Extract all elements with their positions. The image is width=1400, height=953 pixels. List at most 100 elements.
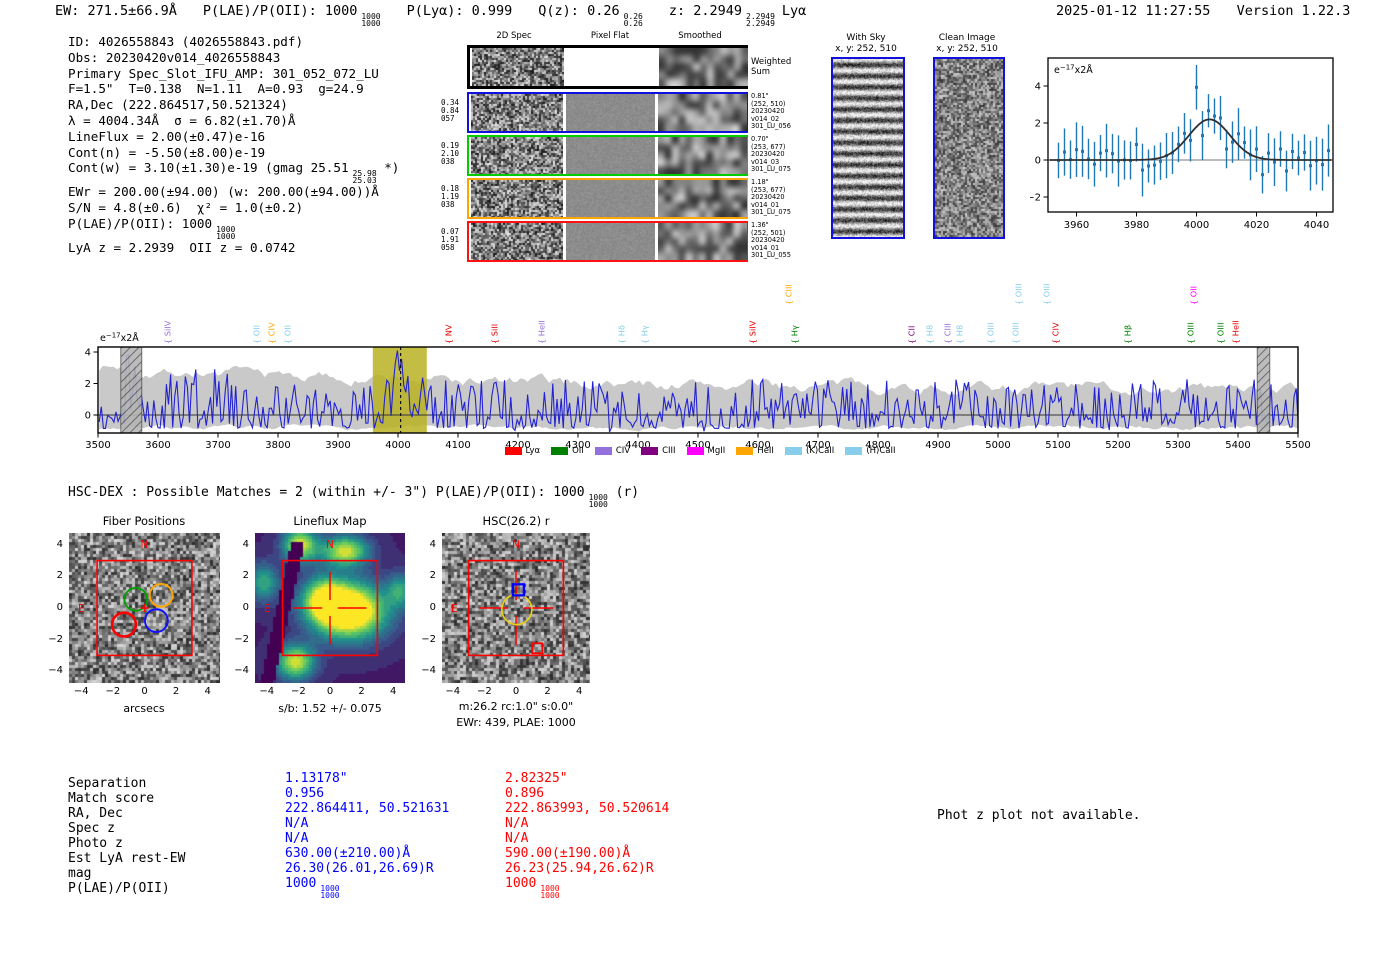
legend-swatch — [504, 447, 522, 455]
cutout-xtick: 4 — [390, 686, 397, 697]
match1-value: 630.00(±210.00)Å — [285, 846, 411, 861]
spec2d-subimage — [472, 48, 564, 86]
spectrum-xtick: 4500 — [685, 440, 710, 451]
match2-value: 1000 1000 1000 — [505, 876, 560, 900]
spectrum-line-label: { OII — [251, 325, 261, 344]
cutout-xtick: 4 — [576, 686, 583, 697]
hscdex-fraction: 1000 1000 — [588, 493, 608, 509]
info-line-8-fraction: 25.98 25.03 — [352, 169, 377, 186]
cutout-xtick: −2 — [105, 686, 121, 697]
legend-label: Lyα — [525, 446, 541, 456]
spec2d-row-left-labels: 0.34 0.84 057 — [441, 98, 460, 123]
cutout-xtick: 2 — [172, 686, 180, 697]
spec2d-subimage — [566, 180, 655, 217]
fitplot-xtick: 3960 — [1064, 220, 1089, 231]
withsky-title: With Sky x, y: 252, 510 — [835, 33, 897, 54]
cutout-xtick: −4 — [73, 686, 89, 697]
spec2d-subimage — [658, 94, 747, 131]
cutout-ytick: 4 — [429, 538, 436, 550]
spec2d-subimage — [471, 223, 563, 260]
match1-value: 1000 1000 1000 — [285, 876, 340, 900]
spec2d-row-left-labels: 0.07 1.91 058 — [441, 227, 460, 252]
spec2d-row-right-labels: 1.18" (253, 677) 20230420 v014_01 301_LU_075 — [751, 178, 791, 217]
ew-value: EW: 271.5±66.9Å — [55, 3, 177, 19]
info-line-8: Cont(w) = 3.10(±1.30)e-19 (gmag 25.51 25.… — [68, 160, 400, 186]
cutout-xtick: −4 — [445, 686, 461, 697]
cutout-xtick: −2 — [477, 686, 492, 697]
spectrum-xtick: 5100 — [1045, 440, 1070, 451]
spectrum-xtick: 5000 — [985, 440, 1010, 451]
plae-poii-value: P(LAE)/P(OII): 1000 1000 1000 — [202, 3, 381, 28]
info-line-3: F=1.5" T=0.138 N=1.11 A=0.93 g=24.9 — [68, 81, 364, 97]
spec2d-row-left-labels: 0.19 2.10 038 — [441, 141, 460, 166]
lineflux-title: Lineflux Map — [293, 514, 367, 528]
match2-value: N/A — [505, 831, 529, 846]
z-fraction: 2.2949 2.2949 — [746, 12, 775, 28]
spec2d-subimage — [659, 48, 748, 86]
spec2d-strip — [467, 221, 748, 262]
info-line-0: ID: 4026558843 (4026558843.pdf) — [68, 34, 304, 49]
info-line-11: P(LAE)/P(OII): 1000 1000 1000 — [68, 215, 236, 241]
info-line-6: LineFlux = 2.00(±0.47)e-16 — [68, 128, 266, 144]
match1-fraction: 1000 1000 — [320, 884, 340, 900]
spec2d-row-right-labels: 1.36" (252, 501) 20230420 v014_01 301_LU_055 — [751, 221, 791, 260]
spec2d-subimage — [658, 180, 747, 217]
spectrum-xtick: 5300 — [1165, 440, 1190, 451]
timestamp: 2025-01-12 11:27:55 — [1056, 3, 1211, 19]
match-label: mag — [68, 866, 92, 881]
spectrum-xtick: 4000 — [385, 440, 410, 451]
legend-label: OII — [572, 446, 584, 456]
spectrum-line-label: { OII — [283, 325, 293, 344]
cutout-xtick: −4 — [259, 686, 275, 697]
fiber-circle — [148, 583, 174, 608]
legend-swatch — [551, 447, 569, 455]
spectrum-line-label: { Hδ — [617, 325, 627, 344]
cutout-xtick: 0 — [326, 686, 334, 697]
cutout-ytick: 4 — [56, 538, 63, 550]
spectrum-unit-label: e−17x2Å — [100, 332, 139, 345]
spec2d-subimage — [658, 223, 747, 260]
hsc-image — [442, 533, 590, 683]
detection-info-block: ID: 4026558843 (4026558843.pdf) Obs: 2023… — [68, 34, 399, 256]
info-line-9: EWr = 200.00(±94.00) (w: 200.00(±94.00))… — [68, 184, 379, 200]
legend-item: OII — [551, 446, 584, 456]
cutout-ytick: 0 — [242, 602, 249, 613]
spectrum-ytick: 4 — [85, 348, 91, 359]
spec2d-header-pixelflat: Pixel Flat — [590, 31, 630, 41]
lineflux-xlabel: s/b: 1.52 +/- 0.075 — [278, 702, 382, 715]
cutout-ytick: 0 — [429, 602, 436, 613]
spectrum-xtick: 4300 — [565, 440, 590, 451]
compass-east: E — [451, 603, 458, 615]
legend-item: (H)CaII — [845, 446, 896, 456]
spectrum-line-label: { OIII — [1010, 322, 1020, 344]
spec2d-subimage — [471, 137, 563, 174]
spectrum-line-label: { Hβ — [1123, 325, 1133, 344]
match2-marker — [531, 642, 544, 655]
cutout-ytick: 4 — [242, 538, 249, 550]
spectrum-xtick: 3500 — [85, 440, 110, 451]
spectrum-xtick: 4600 — [745, 440, 770, 451]
spec2d-row-left-labels: 0.18 1.19 038 — [441, 184, 460, 209]
spectrum-xtick: 3700 — [205, 440, 230, 451]
info-line-7: Cont(n) = -5.50(±8.00)e-19 — [68, 144, 266, 160]
spectrum-line-label: { CIII — [784, 284, 794, 305]
info-line-1: Obs: 20230420v014_4026558843 — [68, 49, 281, 65]
fitplot-xtick: 3980 — [1124, 220, 1149, 231]
match1-value: 0.956 — [285, 786, 325, 801]
spectrum-line-label: { Hγ — [790, 325, 800, 344]
match-label: Spec z — [68, 821, 115, 836]
cutout-ytick: −2 — [421, 633, 436, 645]
compass-north: N — [141, 539, 149, 551]
cutout-xtick: 4 — [204, 686, 211, 697]
match1-value: N/A — [285, 816, 309, 831]
spectrum-line-label: { HeII — [536, 320, 546, 344]
qz-value: Q(z): 0.26 0.26 0.26 — [538, 3, 643, 28]
cutout-xtick: −2 — [291, 686, 306, 697]
fitplot-xtick: 4040 — [1304, 220, 1329, 231]
aperture-circle — [500, 593, 533, 626]
fitplot-unit-label: e−17x2Å — [1054, 64, 1093, 77]
legend-label: CIII — [662, 446, 676, 456]
